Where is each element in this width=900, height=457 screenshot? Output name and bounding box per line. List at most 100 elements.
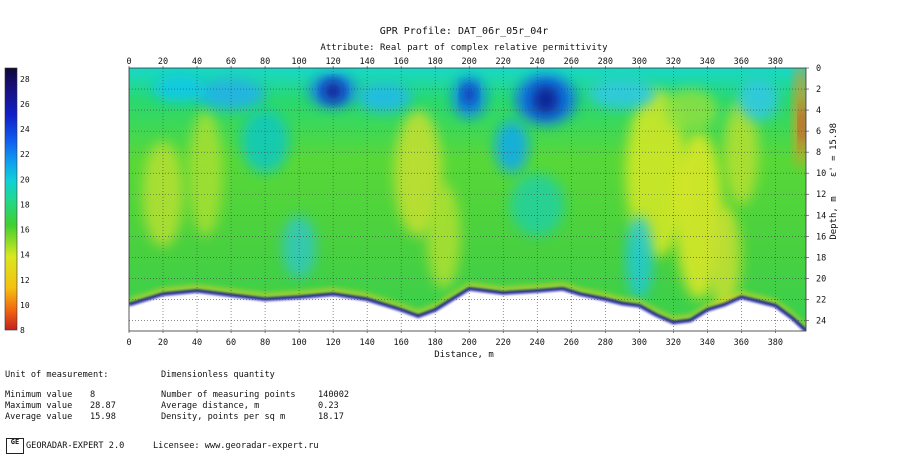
x-tick-label-top: 380 — [768, 57, 783, 67]
x-tick-label-bottom: 180 — [428, 338, 443, 348]
x-tick-label-bottom: 340 — [700, 338, 715, 348]
georadar-logo-icon: GE — [6, 438, 24, 454]
y-tick-label: 0 — [816, 64, 821, 74]
y-tick-label: 2 — [816, 85, 821, 95]
colorbar-tick-label: 26 — [20, 100, 30, 109]
info-dist-value: 0.23 — [318, 401, 339, 411]
info-unit-label: Unit of measurement: — [5, 370, 109, 380]
x-tick-label-bottom: 200 — [462, 338, 477, 348]
x-tick-label-bottom: 380 — [768, 338, 783, 348]
grid — [129, 68, 806, 331]
y-tick-label: 8 — [816, 148, 821, 158]
y-tick-label: 18 — [816, 253, 826, 263]
colorbar-tick-label: 16 — [20, 226, 30, 235]
x-tick-label-bottom: 60 — [226, 338, 236, 348]
x-tick-label-top: 160 — [393, 57, 408, 67]
colorbar-ticks: 28 26 24 22 20 18 16 14 12 10 8 — [20, 75, 30, 335]
footer-licensee: Licensee: www.georadar-expert.ru — [153, 441, 319, 451]
info-min-value: 8 — [90, 390, 96, 400]
colorbar-tick-label: 14 — [20, 251, 30, 260]
chart-subtitle: Attribute: Real part of complex relative… — [320, 43, 608, 53]
colorbar-tick-label: 22 — [20, 150, 30, 159]
chart-title: GPR Profile: DAT_06r_05r_04r — [380, 26, 549, 37]
y-tick-label: 22 — [816, 295, 826, 305]
anomaly-blob — [241, 110, 289, 174]
x-tick-label-top: 120 — [325, 57, 340, 67]
x-axis-top: 0 20 40 60 80 100 120 140 160 180 200 220 240 260 280 3… — [126, 57, 783, 68]
y-tick-label: 14 — [816, 211, 826, 221]
x-tick-label-bottom: 320 — [666, 338, 681, 348]
x-tick-label-bottom: 120 — [325, 338, 340, 348]
plot-area — [129, 68, 806, 331]
info-max-value: 28.87 — [90, 401, 116, 411]
y-tick-label: 10 — [816, 169, 826, 179]
x-tick-label-bottom: 0 — [126, 338, 131, 348]
colorbar-tick-label: 20 — [20, 175, 30, 184]
plot-frame — [128, 67, 807, 332]
reflector-boundary — [129, 287, 806, 331]
colorbar-tick-label: 12 — [20, 276, 30, 285]
info-unit-value: Dimensionless quantity — [161, 370, 275, 380]
y-tick-label: 6 — [816, 127, 821, 137]
x-tick-label-top: 100 — [291, 57, 306, 67]
x-tick-label-top: 300 — [632, 57, 647, 67]
x-tick-label-bottom: 260 — [564, 338, 579, 348]
info-dist-label: Average distance, m — [161, 401, 260, 411]
x-tick-label-top: 360 — [734, 57, 749, 67]
anomaly-blob — [188, 110, 223, 237]
x-tick-label-top: 20 — [158, 57, 168, 67]
anomaly-blob — [510, 173, 565, 237]
x-tick-label-top: 340 — [700, 57, 715, 67]
x-tick-label-bottom: 220 — [496, 338, 511, 348]
colorbar — [4, 67, 18, 331]
anomaly-blob — [532, 84, 560, 115]
info-max-label: Maximum value — [5, 401, 73, 411]
anomaly-blob — [494, 120, 529, 174]
colorbar-tick-label: 10 — [20, 301, 30, 310]
x-tick-label-bottom: 280 — [598, 338, 613, 348]
x-tick-label-top: 140 — [359, 57, 374, 67]
x-axis-bottom: 0 20 40 60 80 100 120 140 160 180 200 220 240 260 280 3… — [126, 331, 783, 348]
info-avg-label: Average value — [5, 412, 73, 422]
anomaly-blob — [197, 78, 266, 111]
info-avg-value: 15.98 — [90, 412, 116, 422]
info-points-value: 140002 — [318, 390, 350, 400]
anomaly-blob — [426, 183, 461, 289]
info-density-value: 18.17 — [318, 412, 344, 422]
anomaly-blob — [737, 78, 779, 121]
anomaly-blob — [356, 82, 412, 113]
x-tick-label-bottom: 80 — [260, 338, 270, 348]
x-tick-label-bottom: 300 — [632, 338, 647, 348]
footer-app-name: GEORADAR-EXPERT 2.0 — [26, 441, 125, 451]
colorbar-tick-label: 24 — [20, 125, 30, 134]
x-tick-label-top: 180 — [428, 57, 443, 67]
x-tick-label-bottom: 240 — [530, 338, 545, 348]
colorbar-tick-label: 8 — [20, 326, 25, 335]
colorbar-tick-label: 18 — [20, 200, 30, 209]
y-tick-label: 4 — [816, 106, 821, 116]
anomaly-blob — [799, 104, 806, 147]
x-tick-label-top: 280 — [598, 57, 613, 67]
x-tick-label-top: 320 — [666, 57, 681, 67]
x-tick-label-top: 260 — [564, 57, 579, 67]
y-axis-label: Depth, m — [829, 196, 839, 239]
x-tick-label-top: 240 — [530, 57, 545, 67]
anomaly-blob — [707, 204, 742, 310]
anomaly-blob — [322, 80, 344, 102]
x-tick-label-top: 200 — [462, 57, 477, 67]
x-tick-label-top: 80 — [260, 57, 270, 67]
x-tick-label-bottom: 20 — [158, 338, 168, 348]
y-tick-label: 12 — [816, 190, 826, 200]
epsilon-label: ε' = 15.98 — [829, 123, 839, 177]
x-tick-label-top: 220 — [496, 57, 511, 67]
x-tick-label-bottom: 100 — [291, 338, 306, 348]
anomaly-blob — [625, 89, 687, 258]
y-tick-label: 16 — [816, 232, 826, 242]
x-tick-label-bottom: 160 — [393, 338, 408, 348]
x-tick-label-top: 40 — [192, 57, 202, 67]
y-tick-label: 24 — [816, 316, 826, 326]
info-min-label: Minimum value — [5, 390, 73, 400]
x-tick-label-bottom: 40 — [192, 338, 202, 348]
info-density-label: Density, points per sq m — [161, 412, 286, 422]
